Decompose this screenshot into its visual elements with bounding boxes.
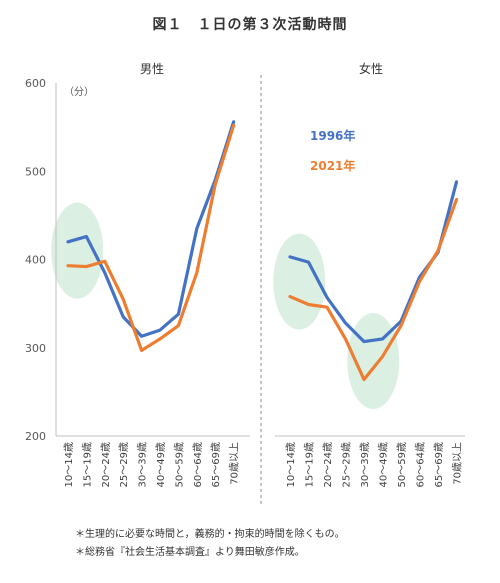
panel-title: 女性 [359,61,383,76]
y-tick-label: 300 [25,342,46,355]
footnote-2: ＊総務省『社会生活基本調査』より舞田敏彦作成。 [75,547,305,558]
series-line [66,123,236,352]
x-tick-label: 40～49歳 [155,442,167,487]
panel-title: 男性 [140,62,164,76]
x-tick-label: 50～59歳 [173,442,185,487]
x-tick-label: 40～49歳 [378,442,390,487]
x-tick-label: 20～24歳 [322,442,334,487]
highlight-layer [51,202,400,409]
x-tick-label: 70歳以上 [229,442,241,485]
y-tick-label: 200 [25,430,46,443]
axes-layer [55,75,465,505]
legend-label: 1996年 [310,128,355,143]
x-tick-label: 15～19歳 [304,442,316,487]
labels-layer: 200 300 400 500 600 （分） 男性 10～14歳 15～19歳 20～24歳 25… [25,61,464,487]
chart-title: 図１ １日の第３次活動時間 [152,17,348,33]
series-line [66,120,236,338]
highlight-ellipse [51,202,104,299]
x-tick-label: 60～64歳 [415,442,427,487]
y-tick-label: 600 [25,77,46,90]
x-tick-label: 30～39歳 [137,442,149,487]
y-tick-label: 500 [25,165,46,178]
y-tick-label: 400 [25,254,46,267]
x-tick-label: 10～14歳 [285,442,297,487]
x-tick-label: 60～64歳 [192,442,204,487]
legend-label: 2021年 [310,158,355,173]
x-tick-label: 65～69歳 [210,442,222,487]
x-tick-label: 25～29歳 [341,442,353,487]
x-tick-label: 30～39歳 [359,442,371,487]
footnote-1: ＊生理的に必要な時間と，義務的・拘束的時間を除くもの。 [75,529,345,540]
x-tick-label: 10～14歳 [63,442,75,487]
x-tick-label: 65～69歳 [433,442,445,487]
x-tick-label: 50～59歳 [396,442,408,487]
x-tick-label: 70歳以上 [452,442,464,485]
x-tick-label: 25～29歳 [118,442,130,487]
x-tick-label: 15～19歳 [81,442,93,487]
y-unit-label: （分） [64,86,94,98]
x-tick-label: 20～24歳 [100,442,112,487]
series-line [288,197,459,382]
lines-layer [66,120,459,382]
